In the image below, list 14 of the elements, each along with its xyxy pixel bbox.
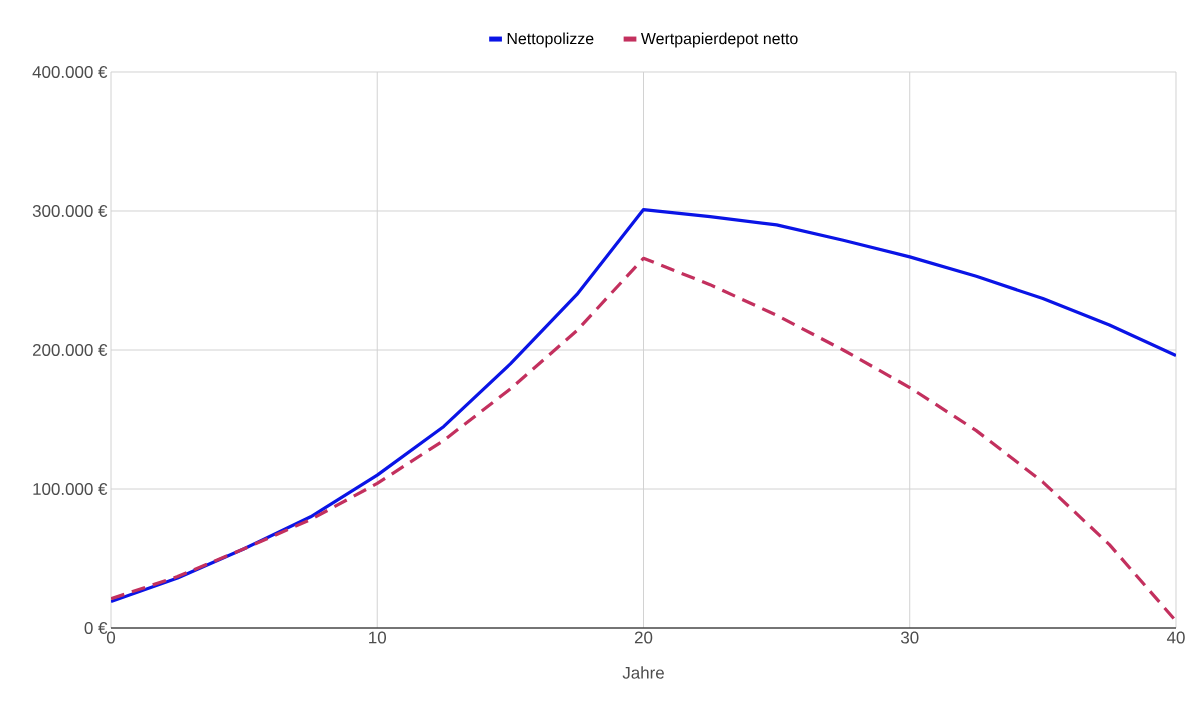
x-tick-label: 0 (106, 631, 116, 644)
legend-label: Wertpapierdepot netto (640, 32, 798, 48)
x-tick-label: 40 (1166, 631, 1185, 644)
y-tick-label: 100.000 € (33, 483, 108, 495)
y-tick-label: 300.000 € (32, 205, 108, 217)
x-tick-label: 20 (634, 631, 653, 644)
x-tick-label: 10 (369, 631, 387, 644)
y-tick-label: 0 € (84, 622, 108, 634)
line-series (111, 208, 1176, 604)
y-tick-label: 400.000 € (32, 66, 108, 78)
legend-label: Nettopolizze (507, 32, 594, 48)
y-tick-label: 200.000 € (32, 344, 108, 356)
x-axis-title: Jahre (622, 666, 664, 679)
x-tick-label: 30 (900, 631, 919, 644)
